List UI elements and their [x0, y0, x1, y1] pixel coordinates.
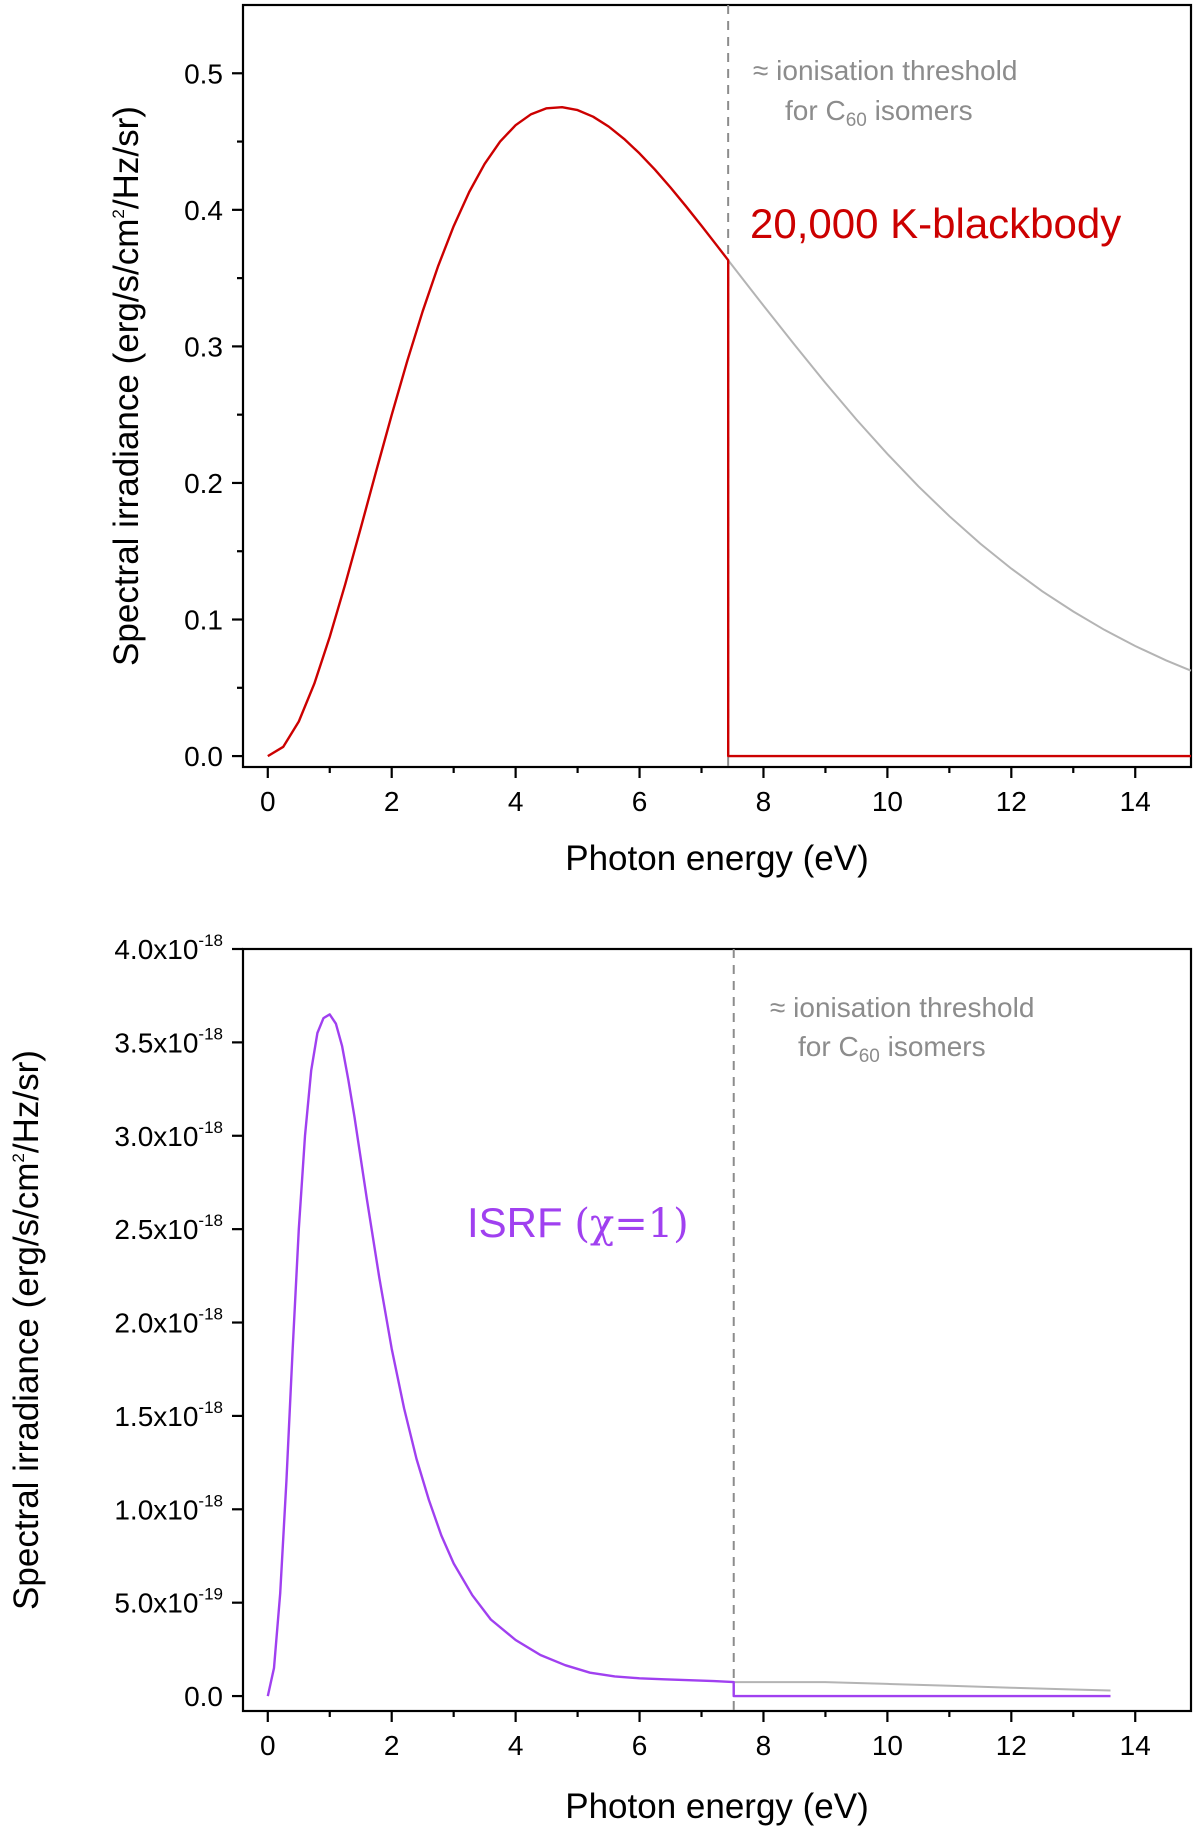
blackbody-curve [267, 106, 1191, 758]
y-tick-label: 2.5x10-18 [114, 1211, 223, 1245]
x-tick-label: 2 [384, 786, 400, 817]
y-axis-label: Spectral irradiance (erg/s/cm2/Hz/sr) [7, 1050, 46, 1610]
y-tick-label: 0.0 [184, 1681, 223, 1712]
x-tick-labels: 0 2 4 6 8 10 12 14 [260, 1730, 1151, 1761]
x-tick-label: 4 [508, 786, 524, 817]
blackbody-above-threshold-curve [727, 259, 1192, 672]
y-axis-label: Spectral irradiance (erg/s/cm2/Hz/sr) [107, 106, 146, 666]
blackbody-series-label: 20,000 K-blackbody [750, 200, 1121, 247]
y-tick-label: 0.2 [184, 468, 223, 499]
x-tick-labels: 0 2 4 6 8 10 12 14 [260, 786, 1151, 817]
y-tick-label: 4.0x10-18 [114, 931, 223, 965]
threshold-annotation-line2: for C60 isomers [798, 1031, 986, 1067]
plot-frame [241, 3, 1193, 769]
x-axis-label: Photon energy (eV) [565, 839, 869, 878]
x-tick-label: 0 [260, 1730, 276, 1761]
plot-frame [241, 947, 1193, 1713]
threshold-annotation-line1: ≈ ionisation threshold [753, 55, 1017, 86]
y-tick-label: 1.0x10-18 [114, 1491, 223, 1525]
y-tick-label: 3.0x10-18 [114, 1118, 223, 1152]
y-tick-label: 2.0x10-18 [114, 1305, 223, 1339]
x-tick-label: 8 [756, 786, 772, 817]
axis-ticks [232, 72, 1137, 778]
y-tick-label: 1.5x10-18 [114, 1398, 223, 1432]
isrf-above-threshold-curve [733, 1681, 1111, 1692]
x-tick-label: 12 [996, 786, 1027, 817]
isrf-curve [266, 1013, 1111, 1698]
x-axis-label: Photon energy (eV) [565, 1787, 869, 1826]
blackbody-panel: 0 2 4 6 8 10 12 14 0.0 0.1 0.2 0.3 0.4 0.5 ≈ ionisat… [107, 3, 1193, 878]
isrf-series-label: ISRF (χ=1) [467, 1199, 689, 1247]
y-tick-label: 0.1 [184, 605, 223, 636]
y-tick-label: 0.5 [184, 58, 223, 89]
threshold-annotation-line1: ≈ ionisation threshold [770, 992, 1034, 1023]
threshold-annotation-line2: for C60 isomers [785, 95, 973, 131]
isrf-panel: 0 2 4 6 8 10 12 14 0.0 5.0x10-19 1.0x10-18 1.5x10-… [7, 931, 1193, 1826]
x-tick-label: 10 [872, 786, 903, 817]
x-tick-label: 4 [508, 1730, 524, 1761]
y-tick-labels: 0.0 0.1 0.2 0.3 0.4 0.5 [184, 58, 223, 772]
axis-ticks [232, 947, 1137, 1722]
x-tick-label: 2 [384, 1730, 400, 1761]
x-tick-label: 14 [1120, 1730, 1151, 1761]
y-tick-labels: 0.0 5.0x10-19 1.0x10-18 1.5x10-18 2.0x10-18 2… [114, 931, 223, 1712]
x-tick-label: 12 [996, 1730, 1027, 1761]
x-tick-label: 0 [260, 786, 276, 817]
x-tick-label: 6 [632, 1730, 648, 1761]
y-tick-label: 3.5x10-18 [114, 1024, 223, 1058]
y-tick-label: 0.0 [184, 741, 223, 772]
x-tick-label: 6 [632, 786, 648, 817]
x-tick-label: 10 [872, 1730, 903, 1761]
y-tick-label: 5.0x10-19 [114, 1585, 223, 1619]
y-tick-label: 0.4 [184, 195, 223, 226]
y-tick-label: 0.3 [184, 331, 223, 362]
x-tick-label: 8 [756, 1730, 772, 1761]
x-tick-label: 14 [1120, 786, 1151, 817]
